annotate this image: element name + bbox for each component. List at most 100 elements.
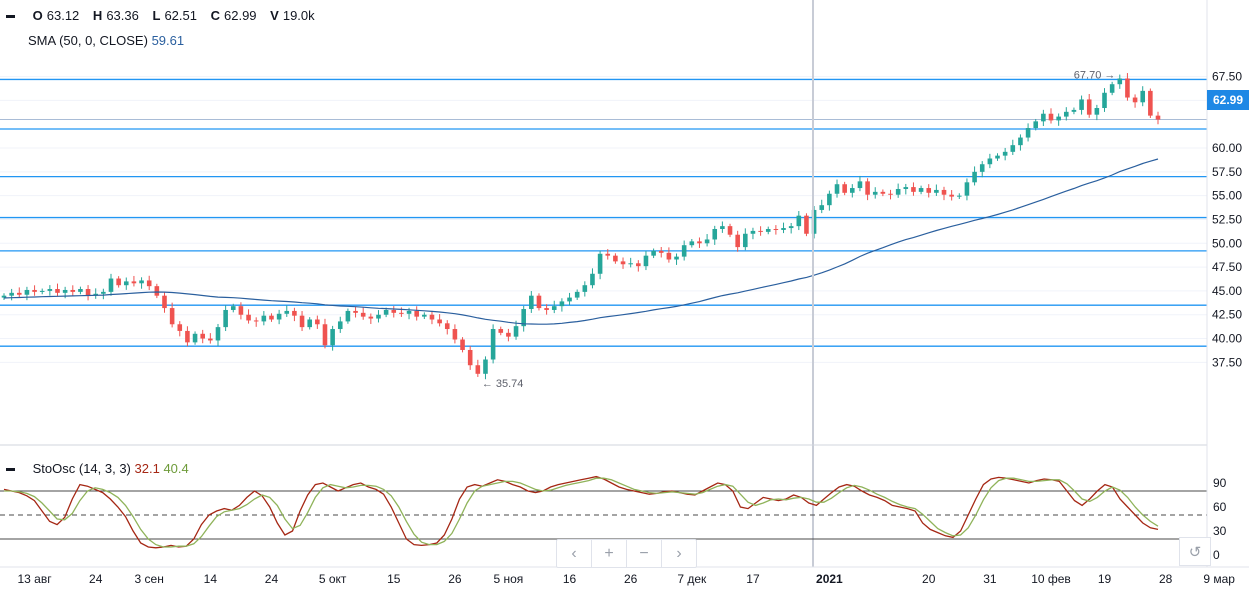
volume-label: V [270, 8, 279, 23]
sma-line [3, 158, 1159, 325]
candle-body [422, 314, 427, 317]
candle-body [307, 319, 312, 328]
candle-body [888, 193, 893, 195]
price-tick-label: 47.50 [1212, 260, 1242, 274]
candle-body [551, 306, 557, 310]
candle [857, 175, 863, 192]
candle-body [70, 289, 76, 292]
candle [299, 311, 305, 332]
candle-body [850, 188, 855, 193]
candle [842, 181, 847, 196]
horizontal-levels [0, 78, 1207, 347]
time-tick-label: 19 [1098, 572, 1112, 586]
high-label: H [92, 8, 103, 23]
candle-body [934, 189, 939, 193]
candle-body [154, 286, 160, 296]
candle-body [475, 365, 481, 374]
collapse-icon[interactable] [6, 468, 15, 472]
close-label: C [210, 8, 220, 23]
candle-body [1132, 97, 1138, 103]
candle-body [9, 292, 14, 296]
time-tick-label: 3 сен [135, 572, 164, 586]
scroll-left-button[interactable]: ‹ [557, 540, 592, 567]
candle [261, 311, 267, 326]
zoom-in-button[interactable]: + [592, 540, 627, 567]
candle-body [643, 255, 649, 267]
candle [78, 286, 83, 295]
candle-body [1086, 99, 1092, 115]
candle [949, 190, 954, 201]
candle [681, 240, 687, 261]
candle [1002, 147, 1008, 161]
candle-body [613, 255, 618, 262]
zoom-out-button[interactable]: − [627, 540, 662, 567]
candle-body [895, 188, 901, 195]
candle [101, 288, 106, 300]
candle [345, 308, 351, 324]
candle [590, 268, 595, 289]
candle [169, 302, 175, 328]
price-tick-label: 45.00 [1212, 284, 1242, 298]
candle-body [788, 226, 794, 229]
candle [162, 291, 167, 313]
sma-legend[interactable]: SMA (50, 0, CLOSE) 59.61 [28, 33, 184, 48]
time-tick-label: 24 [265, 572, 279, 586]
candle [47, 285, 53, 296]
candle-body [330, 329, 335, 346]
candle [483, 356, 488, 380]
candle-body [414, 310, 419, 317]
candle-body [32, 289, 37, 292]
candle [9, 288, 14, 301]
candle-body [918, 188, 924, 192]
sto-legend[interactable]: StoOsc (14, 3, 3) 32.1 40.4 [6, 461, 189, 476]
candle [582, 281, 588, 297]
sto-legend-label: StoOsc (14, 3, 3) [32, 461, 131, 476]
candles [1, 73, 1161, 380]
scroll-right-button[interactable]: › [676, 544, 682, 562]
candle-body [16, 292, 22, 295]
candle [720, 221, 725, 233]
candle-body [1010, 145, 1016, 152]
time-tick-label: 2021 [816, 572, 843, 586]
sma-legend-value: 59.61 [151, 33, 185, 48]
candle-body [582, 285, 588, 292]
candle [972, 166, 977, 186]
candle-body [230, 306, 236, 310]
candle-body [758, 230, 763, 232]
candle-body [123, 281, 129, 286]
sma-legend-label: SMA (50, 0, CLOSE) [28, 33, 148, 48]
candle-body [1071, 109, 1077, 112]
candle [1125, 73, 1130, 101]
candle [773, 225, 779, 235]
candle-body [926, 188, 932, 193]
price-tick-label: 57.50 [1212, 165, 1242, 179]
reset-chart-button[interactable]: ↺ [1179, 537, 1211, 566]
volume-value: 19.0k [282, 8, 315, 23]
price-tick-label: 50.00 [1212, 236, 1242, 250]
candle-body [590, 273, 595, 286]
candle-body [238, 306, 244, 315]
candle-body [559, 301, 565, 307]
candle [498, 326, 504, 336]
candle-body [765, 229, 771, 232]
candle [1086, 94, 1092, 118]
candle-body [1002, 151, 1008, 156]
candle-body [880, 191, 886, 194]
candle [391, 306, 397, 318]
candle-body [399, 312, 404, 314]
time-tick-label: 13 авг [18, 572, 53, 586]
candle-body [383, 309, 389, 315]
price-tick-label: 37.50 [1212, 355, 1242, 369]
candle-body [185, 330, 190, 343]
candle-body [460, 339, 465, 350]
candle-body [773, 229, 779, 230]
candle [238, 302, 244, 320]
price-tick-label: 60.00 [1212, 141, 1242, 155]
candle-body [1117, 78, 1123, 85]
candle-body [964, 182, 970, 196]
candle [735, 230, 740, 252]
candle [895, 183, 901, 198]
candle [506, 328, 511, 342]
collapse-icon[interactable] [6, 15, 15, 19]
